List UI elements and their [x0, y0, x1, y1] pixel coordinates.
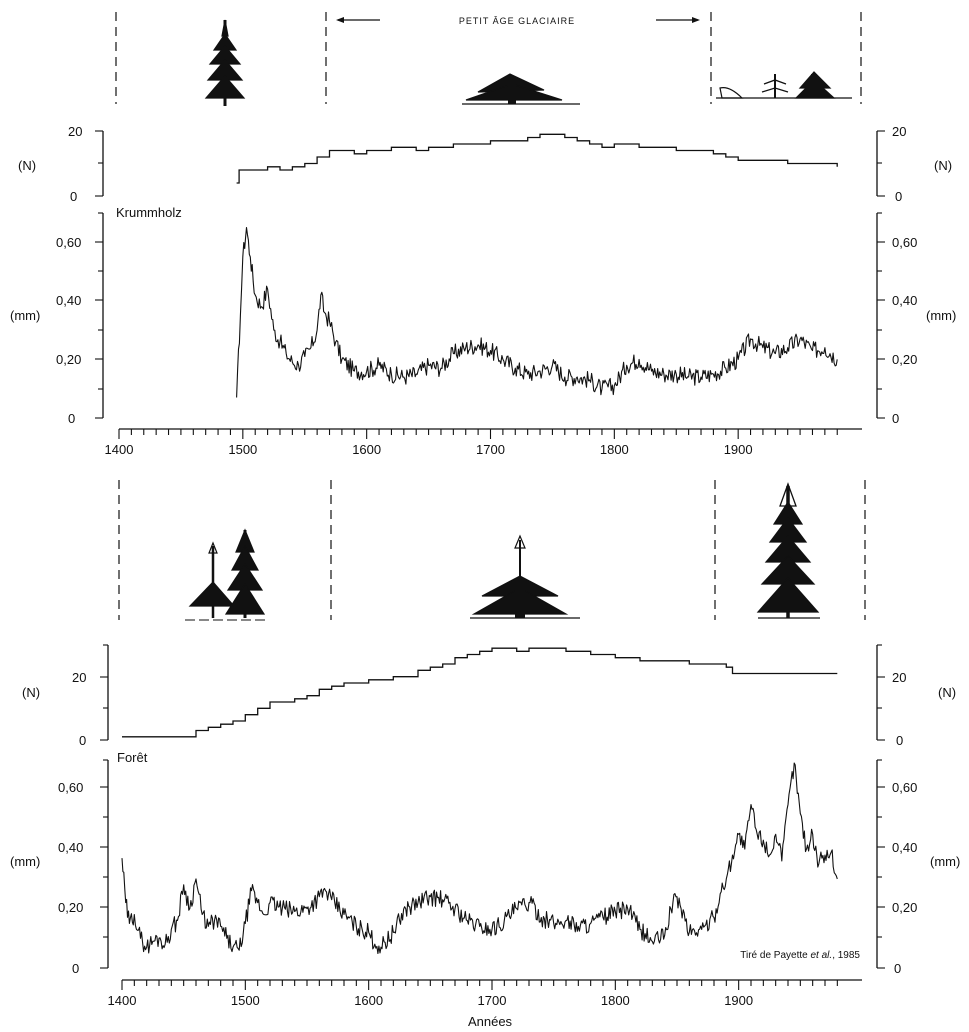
krummholz-mm-ytick-020-right: 0,20 — [892, 352, 917, 367]
krummholz-mat-icon — [462, 73, 580, 105]
foret-mm-ytick-0: 0 — [72, 961, 79, 976]
krummholz-n-ytick-0-right: 0 — [895, 189, 902, 204]
foret-tall-tree-icon — [756, 482, 820, 619]
krummholz-n-ytick-20-right: 20 — [892, 124, 906, 139]
foret-n-ylabel-right: (N) — [938, 685, 956, 700]
krummholz-mm-ylabel-left: (mm) — [10, 308, 40, 323]
krummholz-label: Krummholz — [116, 205, 182, 220]
krummholz-mm-ytick-040: 0,40 — [56, 293, 81, 308]
krummholz-mm-panel: Krummholz 0 0,20 0,40 0,60 (mm) 0 0,20 0… — [10, 205, 956, 426]
foret-label: Forêt — [117, 750, 148, 765]
foret-n-ylabel-left: (N) — [22, 685, 40, 700]
krummholz-n-ytick-20: 20 — [68, 124, 82, 139]
krummholz-n-ylabel-right: (N) — [934, 158, 952, 173]
x-axis-middle: 1400 1500 1600 1700 1800 1900 — [105, 428, 862, 457]
krummholz-n-series — [236, 133, 838, 184]
foret-dieback-icon — [470, 534, 580, 619]
foret-n-ytick-20: 20 — [72, 670, 86, 685]
x-bot-label-1400: 1400 — [108, 993, 137, 1008]
foret-n-series — [122, 647, 838, 738]
foret-pair-1500-icon — [185, 528, 268, 621]
x-mid-label-1600: 1600 — [352, 442, 381, 457]
krummholz-mm-ytick-0-right: 0 — [892, 411, 899, 426]
foret-mm-ylabel-right: (mm) — [930, 854, 960, 869]
credit-text: Tiré de Payette et al., 1985 — [740, 950, 860, 961]
krummholz-mm-ytick-020: 0,20 — [56, 352, 81, 367]
foret-mm-ytick-040: 0,40 — [58, 840, 83, 855]
foret-mm-ytick-060: 0,60 — [58, 780, 83, 795]
x-mid-label-1800: 1800 — [600, 442, 629, 457]
x-bot-label-1700: 1700 — [478, 993, 507, 1008]
period-boundaries-top — [115, 12, 862, 104]
x-axis-title: Années — [468, 1014, 513, 1029]
krummholz-n-ylabel-left: (N) — [18, 158, 36, 173]
foret-mm-ytick-0-right: 0 — [894, 961, 901, 976]
x-axis-bottom: 1400 1500 1600 1700 1800 1900 — [108, 979, 862, 1008]
foret-mm-ytick-060-right: 0,60 — [892, 780, 917, 795]
period-boundaries-bottom — [118, 480, 866, 620]
krummholz-mm-series — [236, 227, 838, 398]
foret-n-ytick-20-right: 20 — [892, 670, 906, 685]
foret-mm-ytick-020-right: 0,20 — [892, 900, 917, 915]
foret-mm-panel: Forêt 0 0,20 0,40 0,60 (mm) 0 0,20 0,40 … — [10, 750, 960, 976]
x-mid-label-1400: 1400 — [105, 442, 134, 457]
x-mid-label-1500: 1500 — [228, 442, 257, 457]
foret-mm-ylabel-left: (mm) — [10, 854, 40, 869]
foret-mm-series — [121, 762, 838, 955]
krummholz-mm-ytick-040-right: 0,40 — [892, 293, 917, 308]
x-bot-label-1900: 1900 — [724, 993, 753, 1008]
foret-n-panel: 20 0 (N) 20 0 (N) — [22, 644, 956, 748]
foret-n-ytick-0-right: 0 — [896, 733, 903, 748]
tree-upright-1500-icon — [204, 19, 246, 106]
krummholz-mm-ytick-060: 0,60 — [56, 235, 81, 250]
x-bot-label-1500: 1500 — [231, 993, 260, 1008]
foret-mm-ytick-040-right: 0,40 — [892, 840, 917, 855]
petit-age-arrows: PETIT ÂGE GLACIAIRE — [336, 16, 700, 26]
x-mid-label-1700: 1700 — [476, 442, 505, 457]
petit-age-label: PETIT ÂGE GLACIAIRE — [459, 16, 575, 26]
krummholz-mm-ytick-060-right: 0,60 — [892, 235, 917, 250]
krummholz-sprouts-icon — [716, 71, 852, 99]
krummholz-mm-ytick-0: 0 — [68, 411, 75, 426]
x-bot-label-1600: 1600 — [354, 993, 383, 1008]
krummholz-mm-ylabel-right: (mm) — [926, 308, 956, 323]
krummholz-n-panel: 20 0 (N) 20 0 (N) — [18, 124, 952, 204]
foret-mm-ytick-020: 0,20 — [58, 900, 83, 915]
krummholz-n-ytick-0: 0 — [70, 189, 77, 204]
x-mid-label-1900: 1900 — [724, 442, 753, 457]
x-bot-label-1800: 1800 — [601, 993, 630, 1008]
foret-n-ytick-0: 0 — [79, 733, 86, 748]
